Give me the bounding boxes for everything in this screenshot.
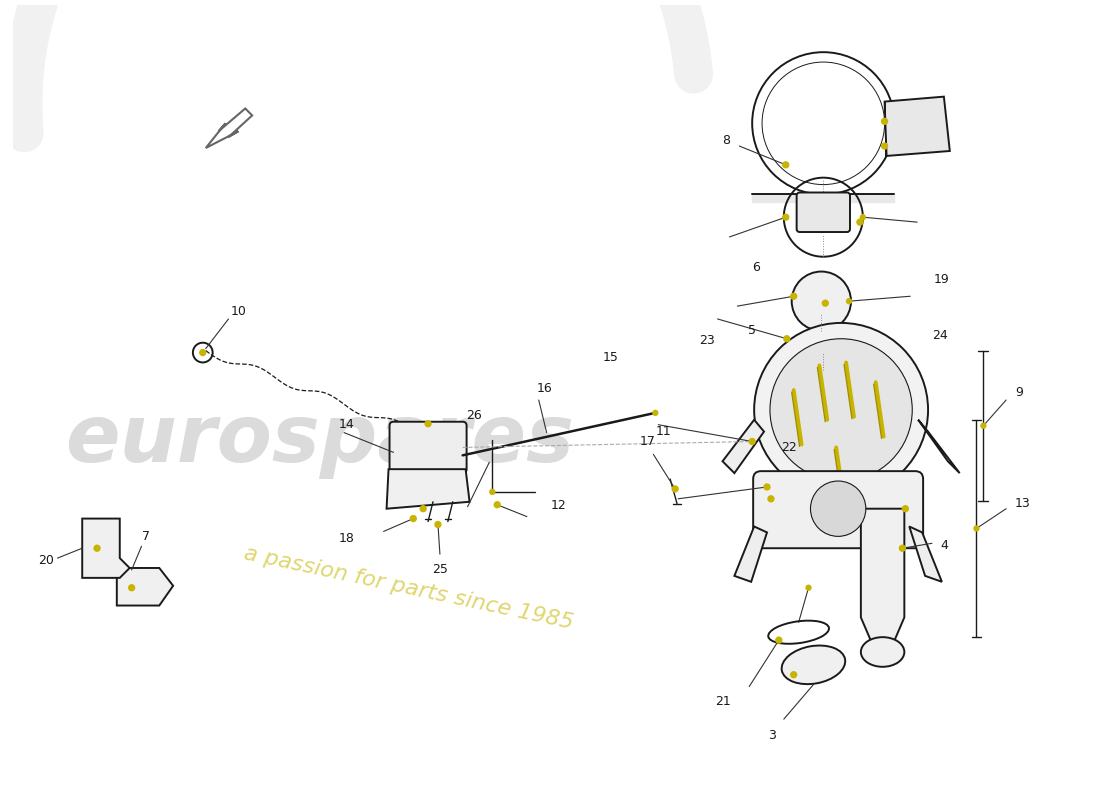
Circle shape bbox=[770, 338, 912, 481]
Polygon shape bbox=[884, 97, 949, 156]
Circle shape bbox=[823, 300, 828, 306]
Text: 13: 13 bbox=[1015, 498, 1031, 510]
Text: 25: 25 bbox=[432, 563, 448, 577]
Text: 3: 3 bbox=[768, 730, 776, 742]
Circle shape bbox=[425, 421, 431, 426]
Text: 22: 22 bbox=[781, 441, 796, 454]
Polygon shape bbox=[910, 526, 942, 582]
Polygon shape bbox=[918, 420, 959, 473]
Text: 6: 6 bbox=[752, 261, 760, 274]
Circle shape bbox=[974, 526, 979, 531]
FancyBboxPatch shape bbox=[389, 422, 466, 473]
Text: 16: 16 bbox=[537, 382, 552, 394]
FancyBboxPatch shape bbox=[796, 193, 850, 232]
Circle shape bbox=[881, 118, 888, 124]
Polygon shape bbox=[82, 518, 130, 578]
Circle shape bbox=[672, 486, 678, 492]
Circle shape bbox=[768, 496, 774, 502]
Circle shape bbox=[900, 546, 905, 551]
Polygon shape bbox=[861, 509, 904, 645]
Circle shape bbox=[653, 410, 658, 415]
Circle shape bbox=[791, 294, 796, 299]
Circle shape bbox=[847, 298, 851, 304]
Polygon shape bbox=[735, 526, 767, 582]
Circle shape bbox=[902, 506, 909, 512]
Text: 20: 20 bbox=[37, 554, 54, 566]
Circle shape bbox=[749, 438, 755, 445]
Circle shape bbox=[981, 423, 986, 428]
Circle shape bbox=[764, 484, 770, 490]
Text: 4: 4 bbox=[939, 538, 948, 552]
Circle shape bbox=[200, 350, 206, 355]
Text: a passion for parts since 1985: a passion for parts since 1985 bbox=[242, 543, 575, 633]
Text: 7: 7 bbox=[142, 530, 151, 543]
Polygon shape bbox=[117, 568, 173, 606]
FancyBboxPatch shape bbox=[754, 471, 923, 548]
Text: 18: 18 bbox=[339, 532, 355, 545]
Polygon shape bbox=[723, 420, 764, 473]
Circle shape bbox=[860, 214, 866, 220]
Circle shape bbox=[811, 481, 866, 536]
Circle shape bbox=[95, 546, 100, 551]
Text: 15: 15 bbox=[603, 351, 619, 364]
Polygon shape bbox=[386, 469, 470, 509]
Ellipse shape bbox=[782, 646, 845, 684]
Text: 21: 21 bbox=[715, 695, 730, 708]
Circle shape bbox=[881, 143, 888, 149]
Circle shape bbox=[857, 219, 862, 225]
Text: 19: 19 bbox=[934, 273, 949, 286]
Text: 11: 11 bbox=[656, 425, 671, 438]
Circle shape bbox=[806, 586, 811, 590]
Circle shape bbox=[420, 506, 426, 512]
Circle shape bbox=[129, 585, 134, 590]
Circle shape bbox=[490, 490, 495, 494]
Text: 23: 23 bbox=[698, 334, 715, 347]
Circle shape bbox=[784, 336, 790, 342]
Text: 24: 24 bbox=[932, 330, 948, 342]
Circle shape bbox=[434, 522, 441, 527]
Text: 10: 10 bbox=[230, 305, 246, 318]
Circle shape bbox=[792, 271, 851, 331]
Text: eurospares: eurospares bbox=[65, 401, 574, 478]
Circle shape bbox=[783, 162, 789, 168]
Circle shape bbox=[410, 516, 416, 522]
Circle shape bbox=[755, 323, 928, 497]
Text: 9: 9 bbox=[1015, 386, 1023, 398]
Text: 12: 12 bbox=[551, 499, 566, 512]
Circle shape bbox=[776, 637, 782, 643]
Text: 17: 17 bbox=[639, 435, 656, 448]
Ellipse shape bbox=[861, 637, 904, 666]
Text: 26: 26 bbox=[465, 410, 482, 422]
Text: 8: 8 bbox=[723, 134, 730, 146]
Circle shape bbox=[494, 502, 501, 508]
Text: 5: 5 bbox=[748, 324, 756, 338]
Circle shape bbox=[783, 214, 789, 220]
Text: 14: 14 bbox=[339, 418, 355, 431]
Circle shape bbox=[791, 672, 796, 678]
